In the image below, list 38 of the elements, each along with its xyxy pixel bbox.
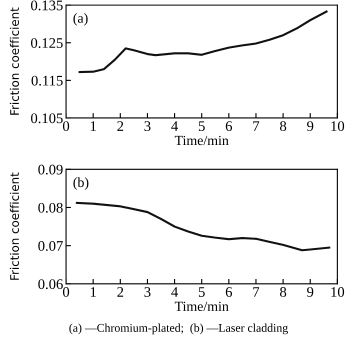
x-tick-label: 10 <box>331 121 344 132</box>
x-tick-label: 7 <box>253 121 260 131</box>
y-tick-label: 0.105 <box>31 113 63 124</box>
y-tick-label: 0.06 <box>38 279 63 290</box>
x-axis-title: Time/min <box>174 136 229 146</box>
x-tick-label: 4 <box>171 121 178 131</box>
x-tick-label: 7 <box>253 287 260 297</box>
x-tick-label: 3 <box>144 121 151 132</box>
y-tick-label: 0.09 <box>38 164 63 175</box>
x-tick-label: 0 <box>62 287 70 297</box>
annotation: (b) <box>73 177 88 190</box>
x-tick-label: 6 <box>226 287 232 297</box>
x-tick-label: 4 <box>171 287 178 297</box>
x-tick-label: 8 <box>280 121 286 132</box>
x-tick-label: 2 <box>117 287 124 297</box>
x-tick-label: 0 <box>62 121 70 132</box>
y-axis-title: Friction coefficient <box>10 8 19 115</box>
x-tick-label: 10 <box>331 287 344 297</box>
x-tick-label: 1 <box>90 121 96 131</box>
x-axis-title: Time/min <box>174 302 229 312</box>
x-tick-label: 9 <box>307 121 314 132</box>
x-tick-label: 8 <box>280 287 286 297</box>
x-tick-label: 5 <box>198 121 205 132</box>
text: (a) —Chromium-plated; (b) —Laser cladding <box>69 324 288 334</box>
y-tick-label: 0.125 <box>31 38 63 48</box>
x-tick-label: 9 <box>307 287 314 297</box>
x-tick-label: 6 <box>226 121 232 132</box>
x-tick-label: 5 <box>198 287 205 297</box>
x-tick-label: 2 <box>117 121 124 131</box>
y-tick-label: 0.135 <box>31 0 63 10</box>
annotation: (a) <box>73 13 88 26</box>
y-tick-label: 0.07 <box>38 241 63 251</box>
x-tick-label: 1 <box>90 287 96 297</box>
line-series <box>76 202 330 252</box>
x-tick-label: 3 <box>144 287 151 297</box>
y-axis-title: Friction coefficient <box>10 172 19 280</box>
y-tick-label: 0.08 <box>38 202 63 213</box>
y-tick-label: 0.115 <box>32 76 63 86</box>
